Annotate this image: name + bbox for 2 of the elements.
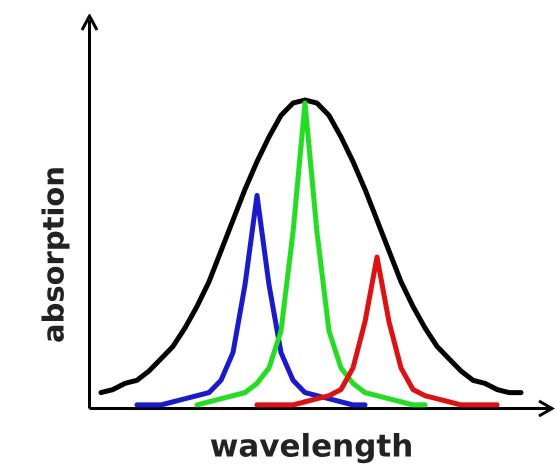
x-axis-title: wavelength — [210, 428, 414, 464]
y-axis-title: absorption — [36, 166, 70, 343]
